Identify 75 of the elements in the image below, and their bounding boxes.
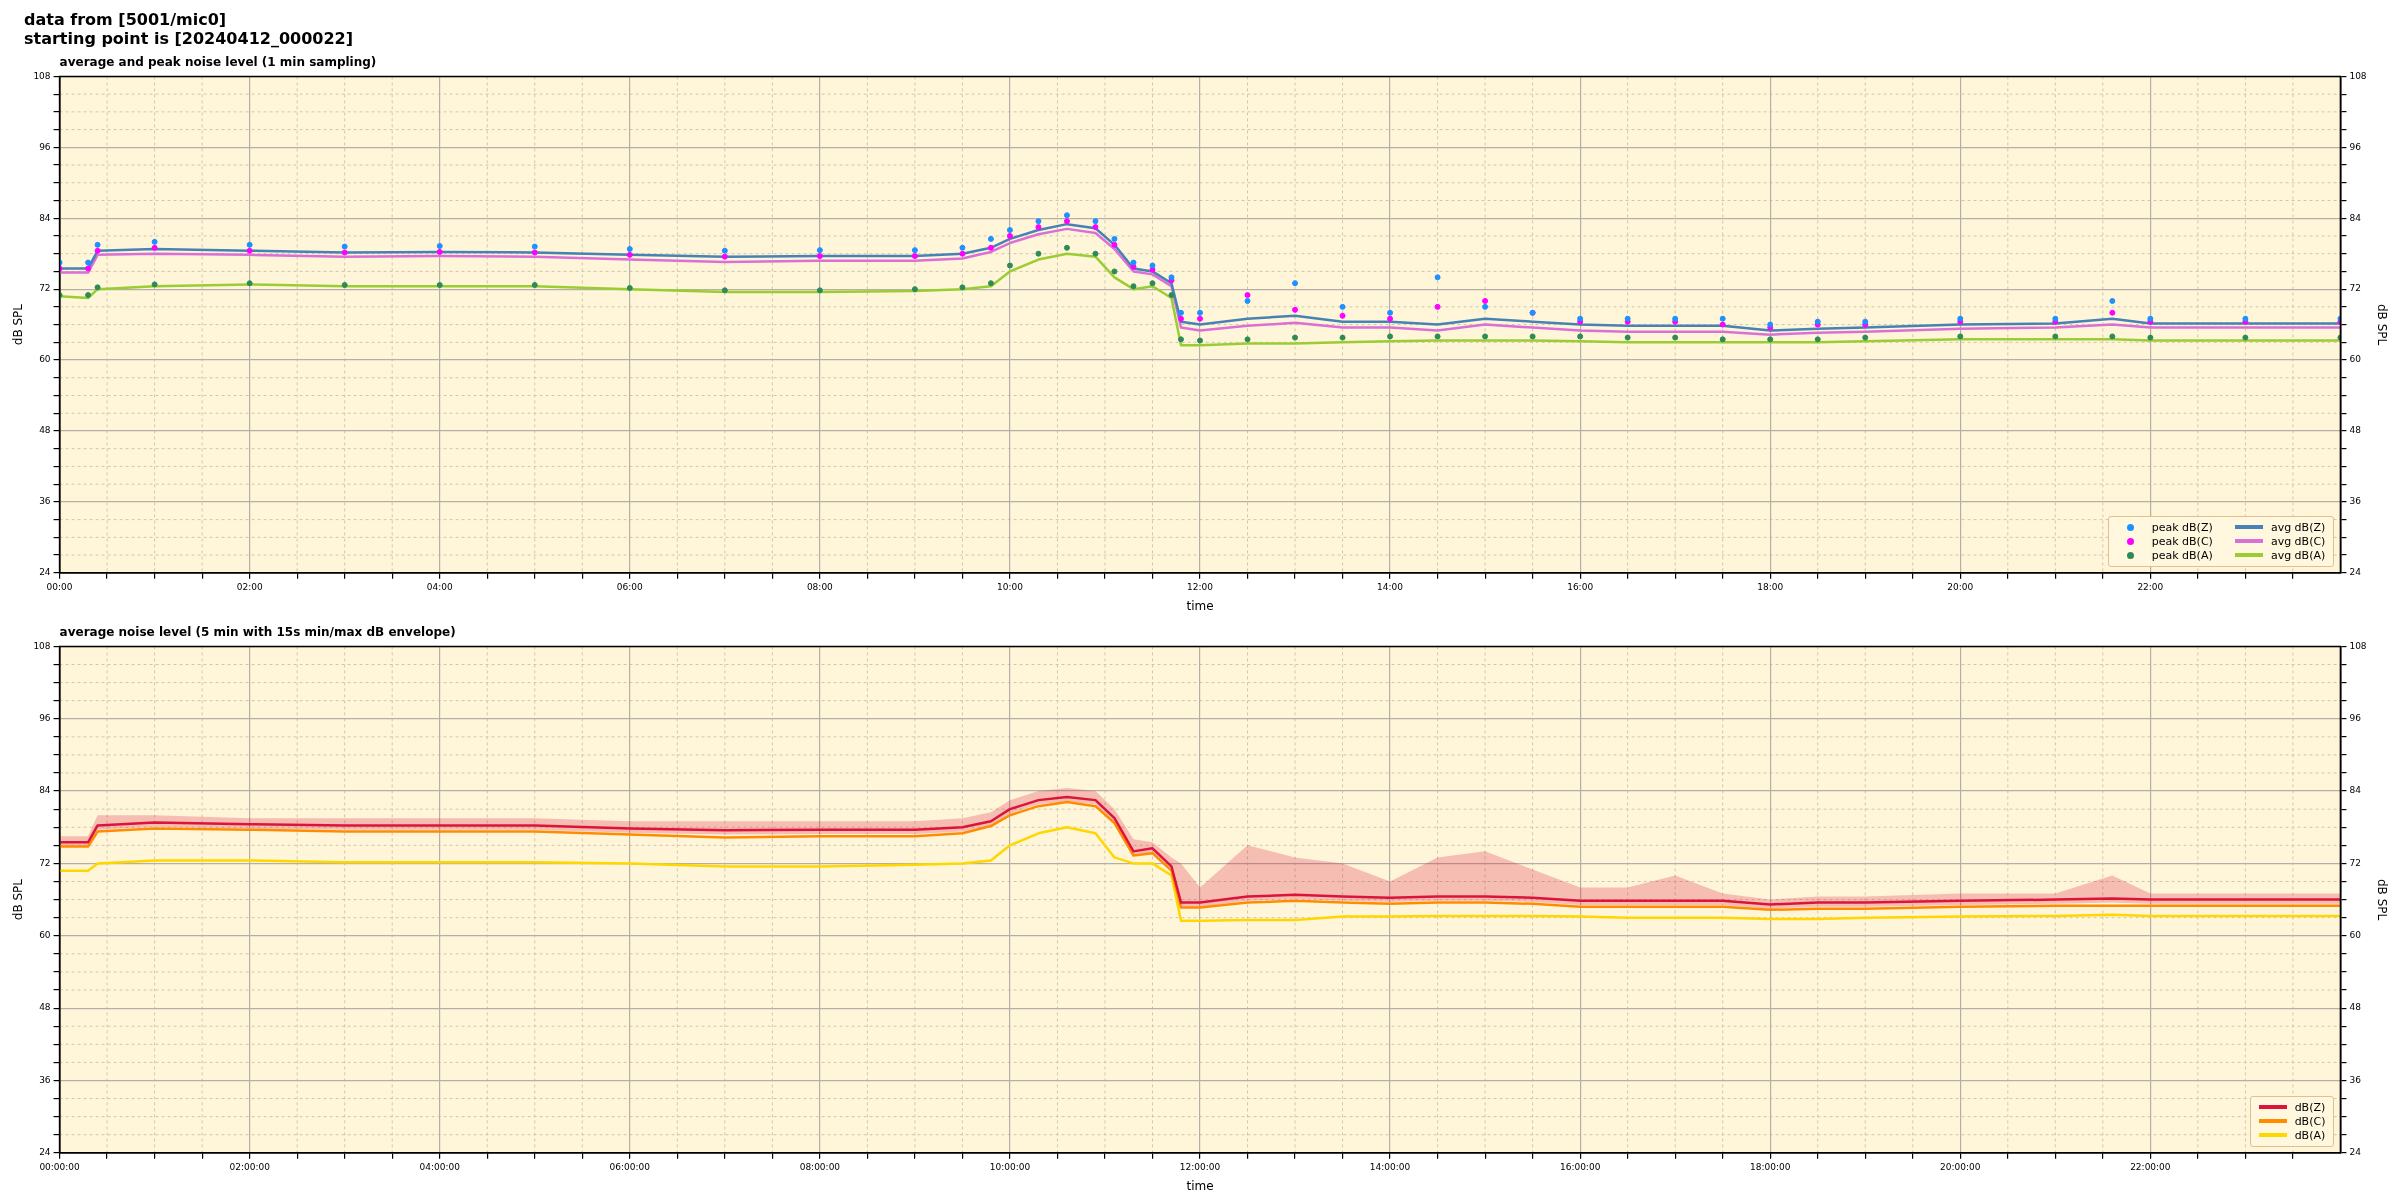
y2-tick-label: 96 xyxy=(2349,141,2362,152)
y2-tick-label: 24 xyxy=(2349,1147,2362,1158)
y-tick-label: 108 xyxy=(33,640,51,651)
y2-tick-label: 60 xyxy=(2349,930,2362,941)
y2-axis-title: dB SPL xyxy=(2374,879,2389,921)
x-tick-label: 14:00 xyxy=(1377,581,1404,592)
x-tick-label: 20:00 xyxy=(1947,581,1974,592)
chart-title: average and peak noise level (1 min sampling) xyxy=(59,55,377,70)
x-tick-label: 12:00 xyxy=(1187,581,1214,592)
x-tick-label: 22:00 xyxy=(2137,581,2164,592)
legend-label: avg dB(C) xyxy=(2270,534,2326,548)
y-tick-label: 36 xyxy=(39,1074,51,1085)
y-tick-label: 96 xyxy=(39,141,51,152)
y2-tick-label: 24 xyxy=(2349,567,2362,578)
x-tick-label: 04:00:00 xyxy=(419,1161,461,1172)
y2-tick-label: 36 xyxy=(2349,1074,2362,1085)
x-axis-title: time xyxy=(1186,1178,1214,1193)
y-axis-title: dB SPL xyxy=(11,303,26,346)
y2-tick-label: 72 xyxy=(2349,283,2361,294)
y-tick-label: 24 xyxy=(39,1147,51,1158)
chart-title: average noise level (5 min with 15s min/max dB envelope) xyxy=(59,625,456,640)
text: data from [5001/mic0] xyxy=(24,10,228,29)
y-tick-label: 48 xyxy=(39,425,51,436)
y-tick-label: 96 xyxy=(39,713,51,724)
y2-tick-label: 36 xyxy=(2349,496,2362,507)
x-tick-label: 16:00:00 xyxy=(1559,1161,1601,1172)
y2-axis-title: dB SPL xyxy=(2374,304,2389,346)
y-tick-label: 84 xyxy=(39,212,51,223)
legend-label: dB(Z) xyxy=(2294,1100,2326,1114)
legend-label: avg dB(Z) xyxy=(2270,520,2326,534)
x-axis-title: time xyxy=(1186,598,1214,613)
y-tick-label: 60 xyxy=(39,930,51,941)
x-tick-label: 00:00:00 xyxy=(39,1161,81,1172)
legend-label: dB(A) xyxy=(2294,1128,2326,1142)
x-tick-label: 02:00 xyxy=(236,581,263,592)
y2-tick-label: 108 xyxy=(2349,70,2367,81)
x-tick-label: 10:00:00 xyxy=(989,1161,1031,1172)
x-tick-label: 04:00 xyxy=(426,581,453,592)
y-tick-label: 72 xyxy=(39,857,51,868)
x-tick-label: 22:00:00 xyxy=(2130,1161,2171,1172)
y2-tick-label: 108 xyxy=(2349,640,2367,651)
x-tick-label: 06:00 xyxy=(616,581,644,592)
y-tick-label: 60 xyxy=(39,354,51,365)
x-tick-label: 18:00 xyxy=(1757,581,1784,592)
legend-label: dB(C) xyxy=(2294,1114,2326,1128)
x-tick-label: 20:00:00 xyxy=(1940,1161,1981,1172)
legend-label: peak dB(A) xyxy=(2151,548,2213,562)
text: starting point is [20240412_000022] xyxy=(24,29,354,48)
legend-label: peak dB(C) xyxy=(2151,534,2213,548)
y2-tick-label: 96 xyxy=(2349,713,2362,724)
x-tick-label: 08:00:00 xyxy=(799,1161,841,1172)
x-tick-label: 16:00 xyxy=(1567,581,1594,592)
y2-tick-label: 48 xyxy=(2349,1002,2362,1013)
x-tick-label: 06:00:00 xyxy=(609,1161,651,1172)
x-tick-label: 00:00 xyxy=(46,581,73,592)
y-axis-title: dB SPL xyxy=(11,878,26,921)
legend-label: peak dB(Z) xyxy=(2151,520,2213,534)
y-tick-label: 48 xyxy=(39,1002,51,1013)
y2-tick-label: 48 xyxy=(2349,425,2362,436)
legend-label: avg dB(A) xyxy=(2270,548,2326,562)
y2-tick-label: 60 xyxy=(2349,354,2362,365)
y-tick-label: 72 xyxy=(39,283,51,294)
x-tick-label: 18:00:00 xyxy=(1750,1161,1791,1172)
y2-tick-label: 84 xyxy=(2349,785,2362,796)
y-tick-label: 36 xyxy=(39,496,51,507)
x-tick-label: 12:00:00 xyxy=(1179,1161,1221,1172)
x-tick-label: 02:00:00 xyxy=(229,1161,271,1172)
y2-tick-label: 72 xyxy=(2349,857,2361,868)
y-tick-label: 84 xyxy=(39,785,51,796)
y2-tick-label: 84 xyxy=(2349,212,2362,223)
x-tick-label: 14:00:00 xyxy=(1369,1161,1411,1172)
y-tick-label: 24 xyxy=(39,567,51,578)
x-tick-label: 08:00 xyxy=(806,581,834,592)
x-tick-label: 10:00 xyxy=(996,581,1024,592)
y-tick-label: 108 xyxy=(33,70,51,81)
